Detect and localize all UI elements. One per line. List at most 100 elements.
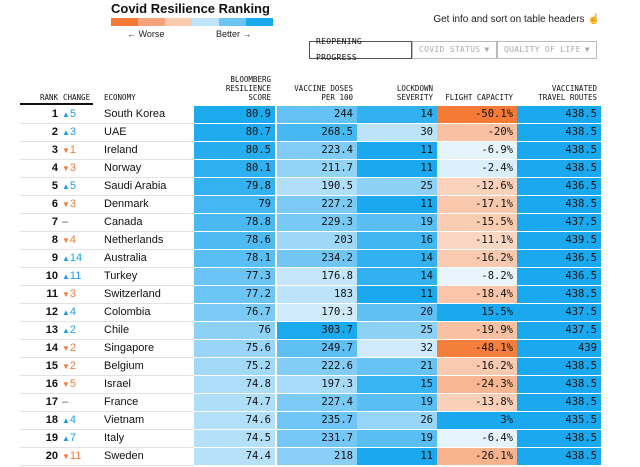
lockdown-severity-cell: 14	[357, 106, 437, 123]
flight-capacity-cell: -17.1%	[437, 196, 517, 213]
change-value: 3	[69, 162, 77, 174]
flight-capacity-cell: -6.9%	[437, 142, 517, 159]
resilience-score-cell: 78.8	[194, 214, 275, 231]
economy-name: Israel	[104, 378, 131, 390]
tab-covid-status[interactable]: COVID STATUS ▼	[412, 41, 497, 59]
legend-swatch	[165, 18, 192, 26]
resilience-score-cell: 75.6	[194, 340, 275, 357]
resilience-score-cell: 76	[194, 322, 275, 339]
legend-worse-label: ← Worse	[127, 29, 165, 39]
header-travel-routes[interactable]: VACCINATED TRAVEL ROUTES	[538, 84, 597, 102]
change-value: 11	[69, 450, 82, 462]
economy-name: Vietnam	[104, 414, 145, 426]
travel-routes-cell: 438.5	[517, 106, 601, 123]
pointer-hand-icon: ☝	[587, 14, 600, 25]
tab-quality-of-life[interactable]: QUALITY OF LIFE ▼	[497, 41, 597, 59]
row-divider	[20, 231, 194, 232]
vaccine-doses-cell: 223.4	[277, 142, 357, 159]
economy-name: Turkey	[104, 270, 138, 282]
economy-name: Ireland	[104, 144, 138, 156]
table-row: 6 ▼3 Denmark 79 227.2 11 -17.1% 438.5	[0, 196, 640, 214]
rank-cell: 12	[45, 306, 58, 318]
header-lockdown-severity[interactable]: LOCKDOWN SEVERITY	[396, 84, 433, 102]
vaccine-doses-cell: 218	[277, 448, 357, 465]
row-divider	[20, 177, 194, 178]
flight-capacity-cell: -2.4%	[437, 160, 517, 177]
legend-swatch	[192, 18, 219, 26]
flight-capacity-cell: -8.2%	[437, 268, 517, 285]
resilience-score-cell: 77.2	[194, 286, 275, 303]
arrow-up-icon: ▲	[62, 416, 70, 425]
vaccine-doses-cell: 303.7	[277, 322, 357, 339]
travel-routes-cell: 436.5	[517, 178, 601, 195]
change-value: 2	[69, 342, 77, 354]
table-row: 7– Canada 78.8 229.3 19 -15.5% 437.5	[0, 214, 640, 232]
flight-capacity-cell: -13.8%	[437, 394, 517, 411]
row-divider	[20, 429, 194, 430]
lockdown-severity-cell: 11	[357, 196, 437, 213]
rank-cell: 2	[51, 126, 58, 138]
change-value: –	[62, 216, 69, 228]
lockdown-severity-cell: 14	[357, 250, 437, 267]
economy-name: Canada	[104, 216, 143, 228]
rank-cell: 20	[45, 450, 58, 462]
change-value: 4	[69, 414, 77, 426]
rank-cell: 4	[51, 162, 58, 174]
change-cell: ▲2	[62, 322, 98, 339]
header-vaccine-doses[interactable]: VACCINE DOSES PER 100	[294, 84, 353, 102]
economy-name: Norway	[104, 162, 142, 174]
resilience-score-cell: 76.7	[194, 304, 275, 321]
lockdown-severity-cell: 11	[357, 448, 437, 465]
change-value: 5	[69, 108, 77, 120]
resilience-score-cell: 74.7	[194, 394, 275, 411]
economy-name: Colombia	[104, 306, 151, 318]
flight-capacity-cell: 15.5%	[437, 304, 517, 321]
travel-routes-cell: 438.5	[517, 124, 601, 141]
resilience-score-cell: 80.1	[194, 160, 275, 177]
caret-down-icon: ▼	[484, 45, 490, 54]
lockdown-severity-cell: 11	[357, 142, 437, 159]
change-cell: ▲14	[62, 250, 98, 267]
sort-info-text: Get info and sort on table headers	[433, 14, 585, 25]
rank-cell: 7	[51, 216, 58, 228]
vaccine-doses-cell: 227.2	[277, 196, 357, 213]
table-row: 15 ▼2 Belgium 75.2 222.6 21 -16.2% 438.5	[0, 358, 640, 376]
legend-better-label: Better →	[216, 29, 252, 39]
table-row: 19 ▲7 Italy 74.5 231.7 19 -6.4% 438.5	[0, 430, 640, 448]
arrow-down-icon: ▼	[62, 164, 70, 173]
row-divider	[20, 159, 194, 160]
tab-label: REOPENING PROGRESS	[316, 37, 363, 62]
header-economy[interactable]: ECONOMY	[104, 93, 136, 102]
vaccine-doses-cell: 170.3	[277, 304, 357, 321]
header-rank[interactable]: RANK	[39, 93, 58, 102]
arrow-up-icon: ▲	[62, 254, 70, 263]
change-value: 3	[69, 198, 77, 210]
change-cell: ▼3	[62, 196, 98, 213]
tab-reopening-progress[interactable]: REOPENING PROGRESS	[309, 37, 412, 62]
vaccine-doses-cell: 268.5	[277, 124, 357, 141]
table-row: 8 ▼4 Netherlands 78.6 203 16 -11.1% 439.5	[0, 232, 640, 250]
change-cell: ▼3	[62, 160, 98, 177]
arrow-up-icon: ▲	[62, 272, 70, 281]
tab-label: QUALITY OF LIFE	[504, 45, 581, 54]
resilience-score-cell: 78.1	[194, 250, 275, 267]
lockdown-severity-cell: 15	[357, 376, 437, 393]
change-value: 2	[69, 360, 77, 372]
rank-cell: 8	[51, 234, 58, 246]
economy-name: Netherlands	[104, 234, 164, 246]
vaccine-doses-cell: 190.5	[277, 178, 357, 195]
table-row: 3 ▼1 Ireland 80.5 223.4 11 -6.9% 438.5	[0, 142, 640, 160]
table-row: 16 ▼5 Israel 74.8 197.3 15 -24.3% 438.5	[0, 376, 640, 394]
row-divider	[20, 303, 194, 304]
header-flight-capacity[interactable]: FLIGHT CAPACITY	[445, 93, 513, 102]
arrow-down-icon: ▼	[62, 362, 70, 371]
flight-capacity-cell: -15.5%	[437, 214, 517, 231]
economy-name: Italy	[104, 432, 125, 444]
resilience-score-cell: 78.6	[194, 232, 275, 249]
header-resilience-score[interactable]: BLOOMBERG RESILIENCE SCORE	[225, 75, 271, 102]
rank-cell: 15	[45, 360, 58, 372]
header-change[interactable]: CHANGE	[63, 93, 91, 102]
change-value: 1	[69, 144, 77, 156]
arrow-down-icon: ▼	[62, 290, 70, 299]
change-cell: ▲4	[62, 304, 98, 321]
